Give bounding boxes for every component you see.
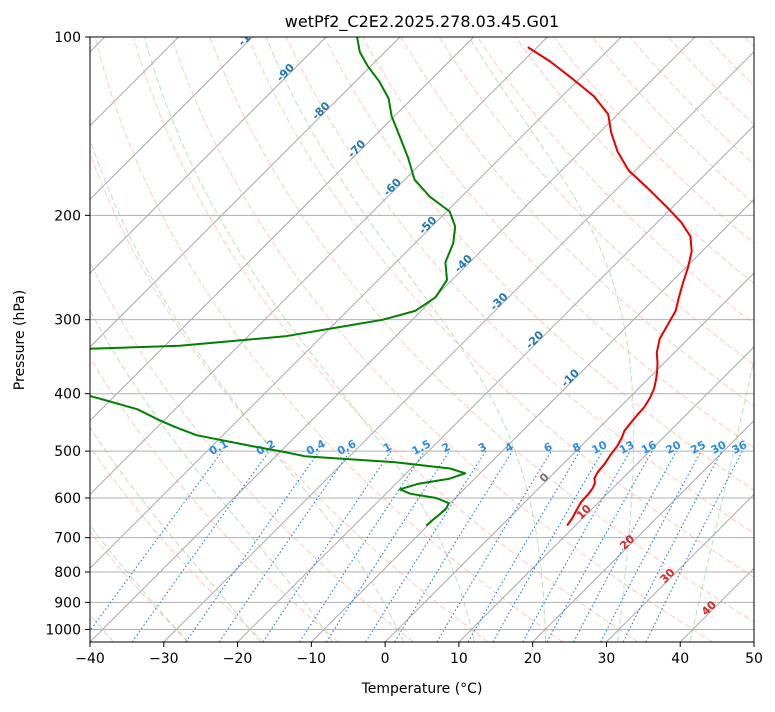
y-tick-label: 400 — [54, 387, 81, 403]
y-tick-label: 200 — [54, 208, 81, 224]
x-tick-label: 30 — [598, 651, 616, 667]
y-tick-label: 100 — [54, 30, 81, 46]
y-tick-label: 300 — [54, 313, 81, 329]
y-tick-label: 900 — [54, 595, 81, 611]
x-tick-label: −40 — [75, 651, 105, 667]
x-tick-label: 20 — [524, 651, 542, 667]
y-tick-label: 600 — [54, 491, 81, 507]
x-tick-label: 10 — [450, 651, 468, 667]
y-tick-label: 500 — [54, 444, 81, 460]
x-tick-label: −20 — [223, 651, 253, 667]
chart-title: wetPf2_C2E2.2025.278.03.45.G01 — [285, 12, 559, 32]
y-axis-label: Pressure (hPa) — [12, 290, 28, 390]
x-axis-label: Temperature (°C) — [361, 681, 483, 697]
x-tick-label: 40 — [671, 651, 689, 667]
y-tick-label: 800 — [54, 565, 81, 581]
x-tick-label: −30 — [149, 651, 179, 667]
x-tick-label: 50 — [745, 651, 763, 667]
x-tick-label: −10 — [297, 651, 327, 667]
x-tick-label: 0 — [381, 651, 390, 667]
y-tick-label: 700 — [54, 531, 81, 547]
y-tick-label: 1000 — [45, 622, 81, 638]
